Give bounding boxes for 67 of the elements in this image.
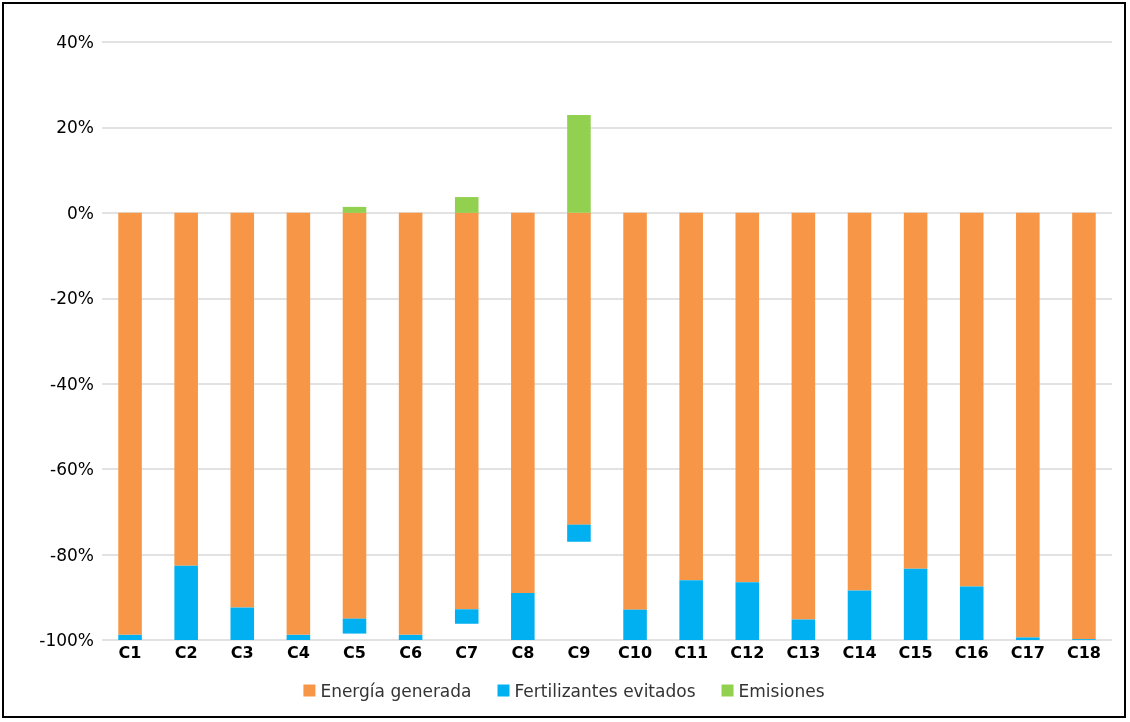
bar	[735, 582, 760, 640]
x-tick-label: C2	[174, 642, 198, 662]
bar	[1016, 212, 1040, 638]
bar	[454, 609, 479, 624]
legend-label: Fertilizantes evitados	[514, 680, 696, 701]
bar	[791, 212, 816, 620]
bar	[286, 634, 311, 640]
bar	[511, 593, 535, 640]
bar	[735, 212, 760, 583]
bar	[342, 212, 367, 619]
bar	[118, 212, 142, 635]
bar	[511, 212, 535, 594]
bar	[959, 586, 984, 640]
bar	[567, 524, 591, 542]
bar	[1016, 637, 1040, 640]
y-tick-label: 20%	[56, 117, 94, 138]
x-tick-label: C1	[118, 642, 142, 662]
bar	[1072, 212, 1096, 640]
x-tick-label: C17	[1010, 642, 1045, 662]
bar	[959, 212, 984, 587]
bar	[847, 590, 872, 640]
legend-label: Energía generada	[320, 680, 472, 701]
y-tick-label: -40%	[50, 373, 94, 394]
bar	[342, 206, 367, 213]
bar	[623, 212, 647, 610]
bar	[230, 607, 255, 640]
y-tick-label: -80%	[50, 544, 94, 565]
bar	[174, 565, 198, 640]
legend-label: Emisiones	[738, 680, 825, 701]
x-tick-label: C15	[898, 642, 933, 662]
bar	[791, 619, 816, 640]
x-tick-label: C7	[455, 642, 479, 662]
bar	[398, 212, 423, 635]
x-tick-label: C12	[730, 642, 765, 662]
bar	[679, 212, 703, 581]
bar	[342, 618, 367, 634]
bar	[679, 580, 703, 640]
y-tick-label: 40%	[56, 32, 94, 52]
x-tick-label: C13	[786, 642, 821, 662]
bar	[903, 568, 928, 640]
bar	[847, 212, 872, 591]
y-tick-label: 0%	[67, 202, 94, 223]
bar	[174, 212, 198, 566]
bar	[230, 212, 255, 608]
bar	[454, 197, 479, 213]
x-tick-label: C10	[618, 642, 653, 662]
x-tick-label: C8	[511, 642, 535, 662]
x-tick-label: C9	[567, 642, 591, 662]
x-tick-label: C3	[230, 642, 254, 662]
bar	[623, 609, 647, 640]
y-tick-label: -60%	[50, 459, 94, 480]
x-tick-label: C18	[1066, 642, 1101, 662]
bar	[286, 212, 311, 635]
x-tick-label: C14	[842, 642, 877, 662]
x-tick-label: C16	[954, 642, 989, 662]
bar	[567, 115, 591, 213]
y-tick-label: -20%	[50, 288, 94, 309]
bar	[903, 212, 928, 569]
x-tick-label: C11	[674, 642, 709, 662]
y-tick-label: -100%	[39, 630, 94, 650]
bar	[454, 212, 479, 610]
bar	[118, 634, 142, 640]
x-tick-label: C4	[286, 642, 310, 662]
bar	[398, 634, 423, 640]
x-tick-label: C5	[343, 642, 366, 662]
x-tick-label: C6	[399, 642, 423, 662]
bar	[567, 212, 591, 525]
